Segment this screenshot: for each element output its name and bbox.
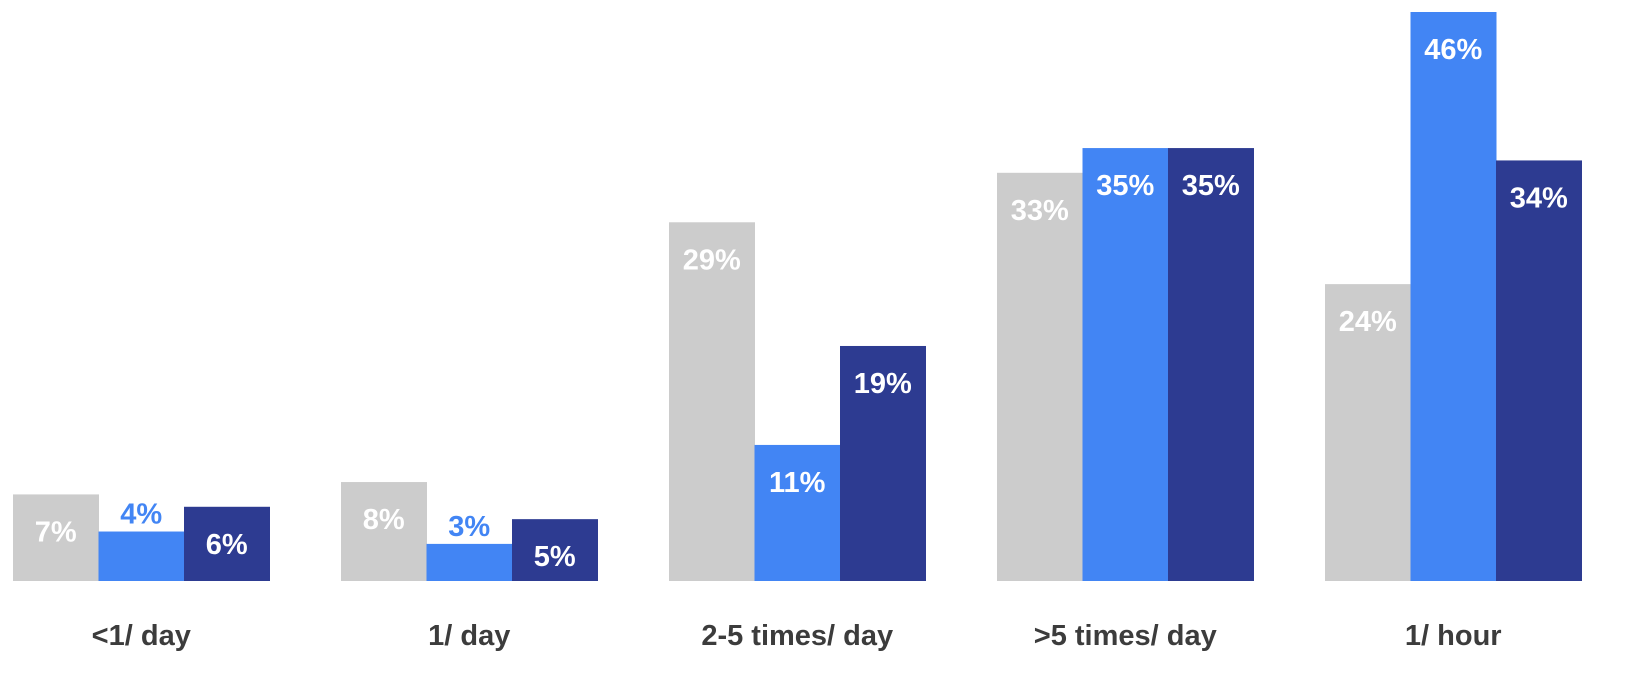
bar-series2-2	[754, 444, 841, 581]
bar-value-label-series2-1: 3%	[448, 511, 490, 543]
bar-value-label-series2-0: 4%	[120, 499, 162, 531]
bar-series3-2	[840, 345, 926, 581]
bar-series3-0	[184, 506, 270, 581]
bar-labels-layer: 7% 4% 6% 8% 3% 5% 29% 11% 19% 33% 35% 35% 24% 46% 34%	[35, 34, 1568, 573]
bar-value-label-series3-2: 19%	[854, 368, 912, 400]
category-label-2: 2-5 times/ day	[701, 620, 893, 652]
bar-series1-2	[669, 222, 755, 582]
bar-value-label-series3-1: 5%	[534, 541, 576, 573]
bar-series1-0	[13, 494, 99, 581]
bar-series2-0	[98, 531, 185, 581]
bar-series1-3	[997, 172, 1083, 581]
bar-value-label-series1-4: 24%	[1339, 306, 1397, 338]
category-label-0: <1/ day	[92, 620, 191, 652]
bar-series1-1	[341, 482, 427, 581]
bar-value-label-series3-3: 35%	[1182, 170, 1240, 202]
bar-value-label-series2-2: 11%	[769, 467, 826, 499]
bars-layer	[13, 12, 1582, 582]
bar-value-label-series1-0: 7%	[35, 516, 77, 548]
category-label-4: 1/ hour	[1405, 620, 1502, 652]
bar-series2-1	[426, 543, 513, 581]
bar-series3-3	[1168, 148, 1254, 581]
bar-series2-3	[1082, 148, 1169, 581]
bar-value-label-series1-3: 33%	[1011, 195, 1069, 227]
bar-value-label-series2-4: 46%	[1424, 34, 1482, 66]
bar-series3-4	[1496, 160, 1582, 581]
category-label-1: 1/ day	[428, 620, 510, 652]
bar-value-label-series1-1: 8%	[363, 504, 405, 536]
category-labels-layer: <1/ day 1/ day 2-5 times/ day >5 times/ day…	[92, 620, 1502, 652]
bar-series2-4	[1410, 12, 1497, 581]
bar-value-label-series2-3: 35%	[1096, 170, 1154, 202]
category-label-3: >5 times/ day	[1034, 620, 1217, 652]
bar-value-label-series1-2: 29%	[683, 244, 741, 276]
bar-value-label-series3-0: 6%	[206, 529, 248, 561]
bar-series3-1	[512, 519, 598, 581]
bar-series1-4	[1325, 284, 1411, 581]
bar-value-label-series3-4: 34%	[1510, 182, 1568, 214]
